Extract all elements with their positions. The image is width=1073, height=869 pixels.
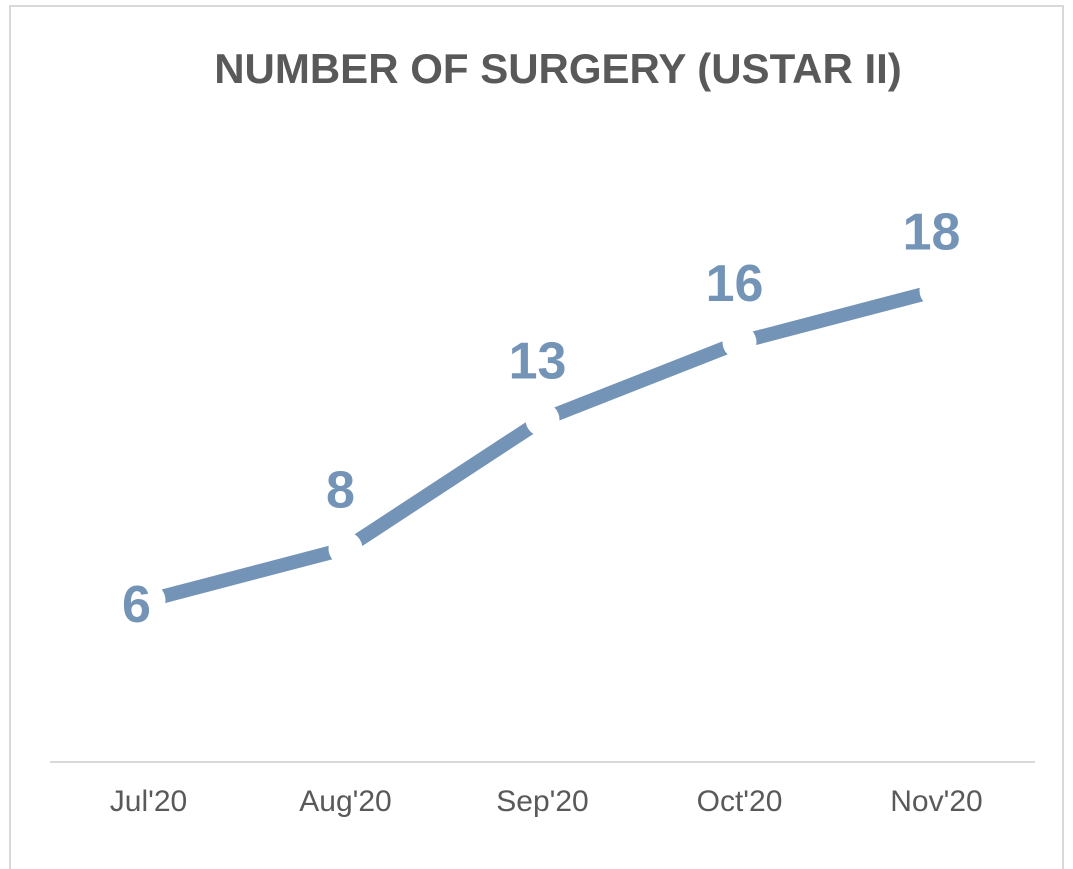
data-label: 6 — [122, 576, 151, 634]
x-tick-label: Jul'20 — [110, 785, 187, 818]
x-tick-label: Sep'20 — [496, 785, 588, 818]
x-tick-label: Nov'20 — [890, 785, 982, 818]
data-label: 8 — [326, 461, 355, 519]
point-marker — [525, 402, 560, 437]
chart-title: NUMBER OF SURGERY (USTAR II) — [214, 45, 902, 92]
point-marker — [722, 325, 757, 360]
x-tick-label: Oct'20 — [697, 785, 783, 818]
point-marker — [328, 531, 363, 566]
point-marker — [131, 583, 166, 618]
x-tick-label: Aug'20 — [299, 785, 391, 818]
data-label: 13 — [509, 332, 567, 390]
data-label: 18 — [903, 203, 961, 261]
point-marker — [919, 273, 954, 308]
data-label: 16 — [706, 255, 764, 313]
chart-frame — [9, 5, 1064, 869]
